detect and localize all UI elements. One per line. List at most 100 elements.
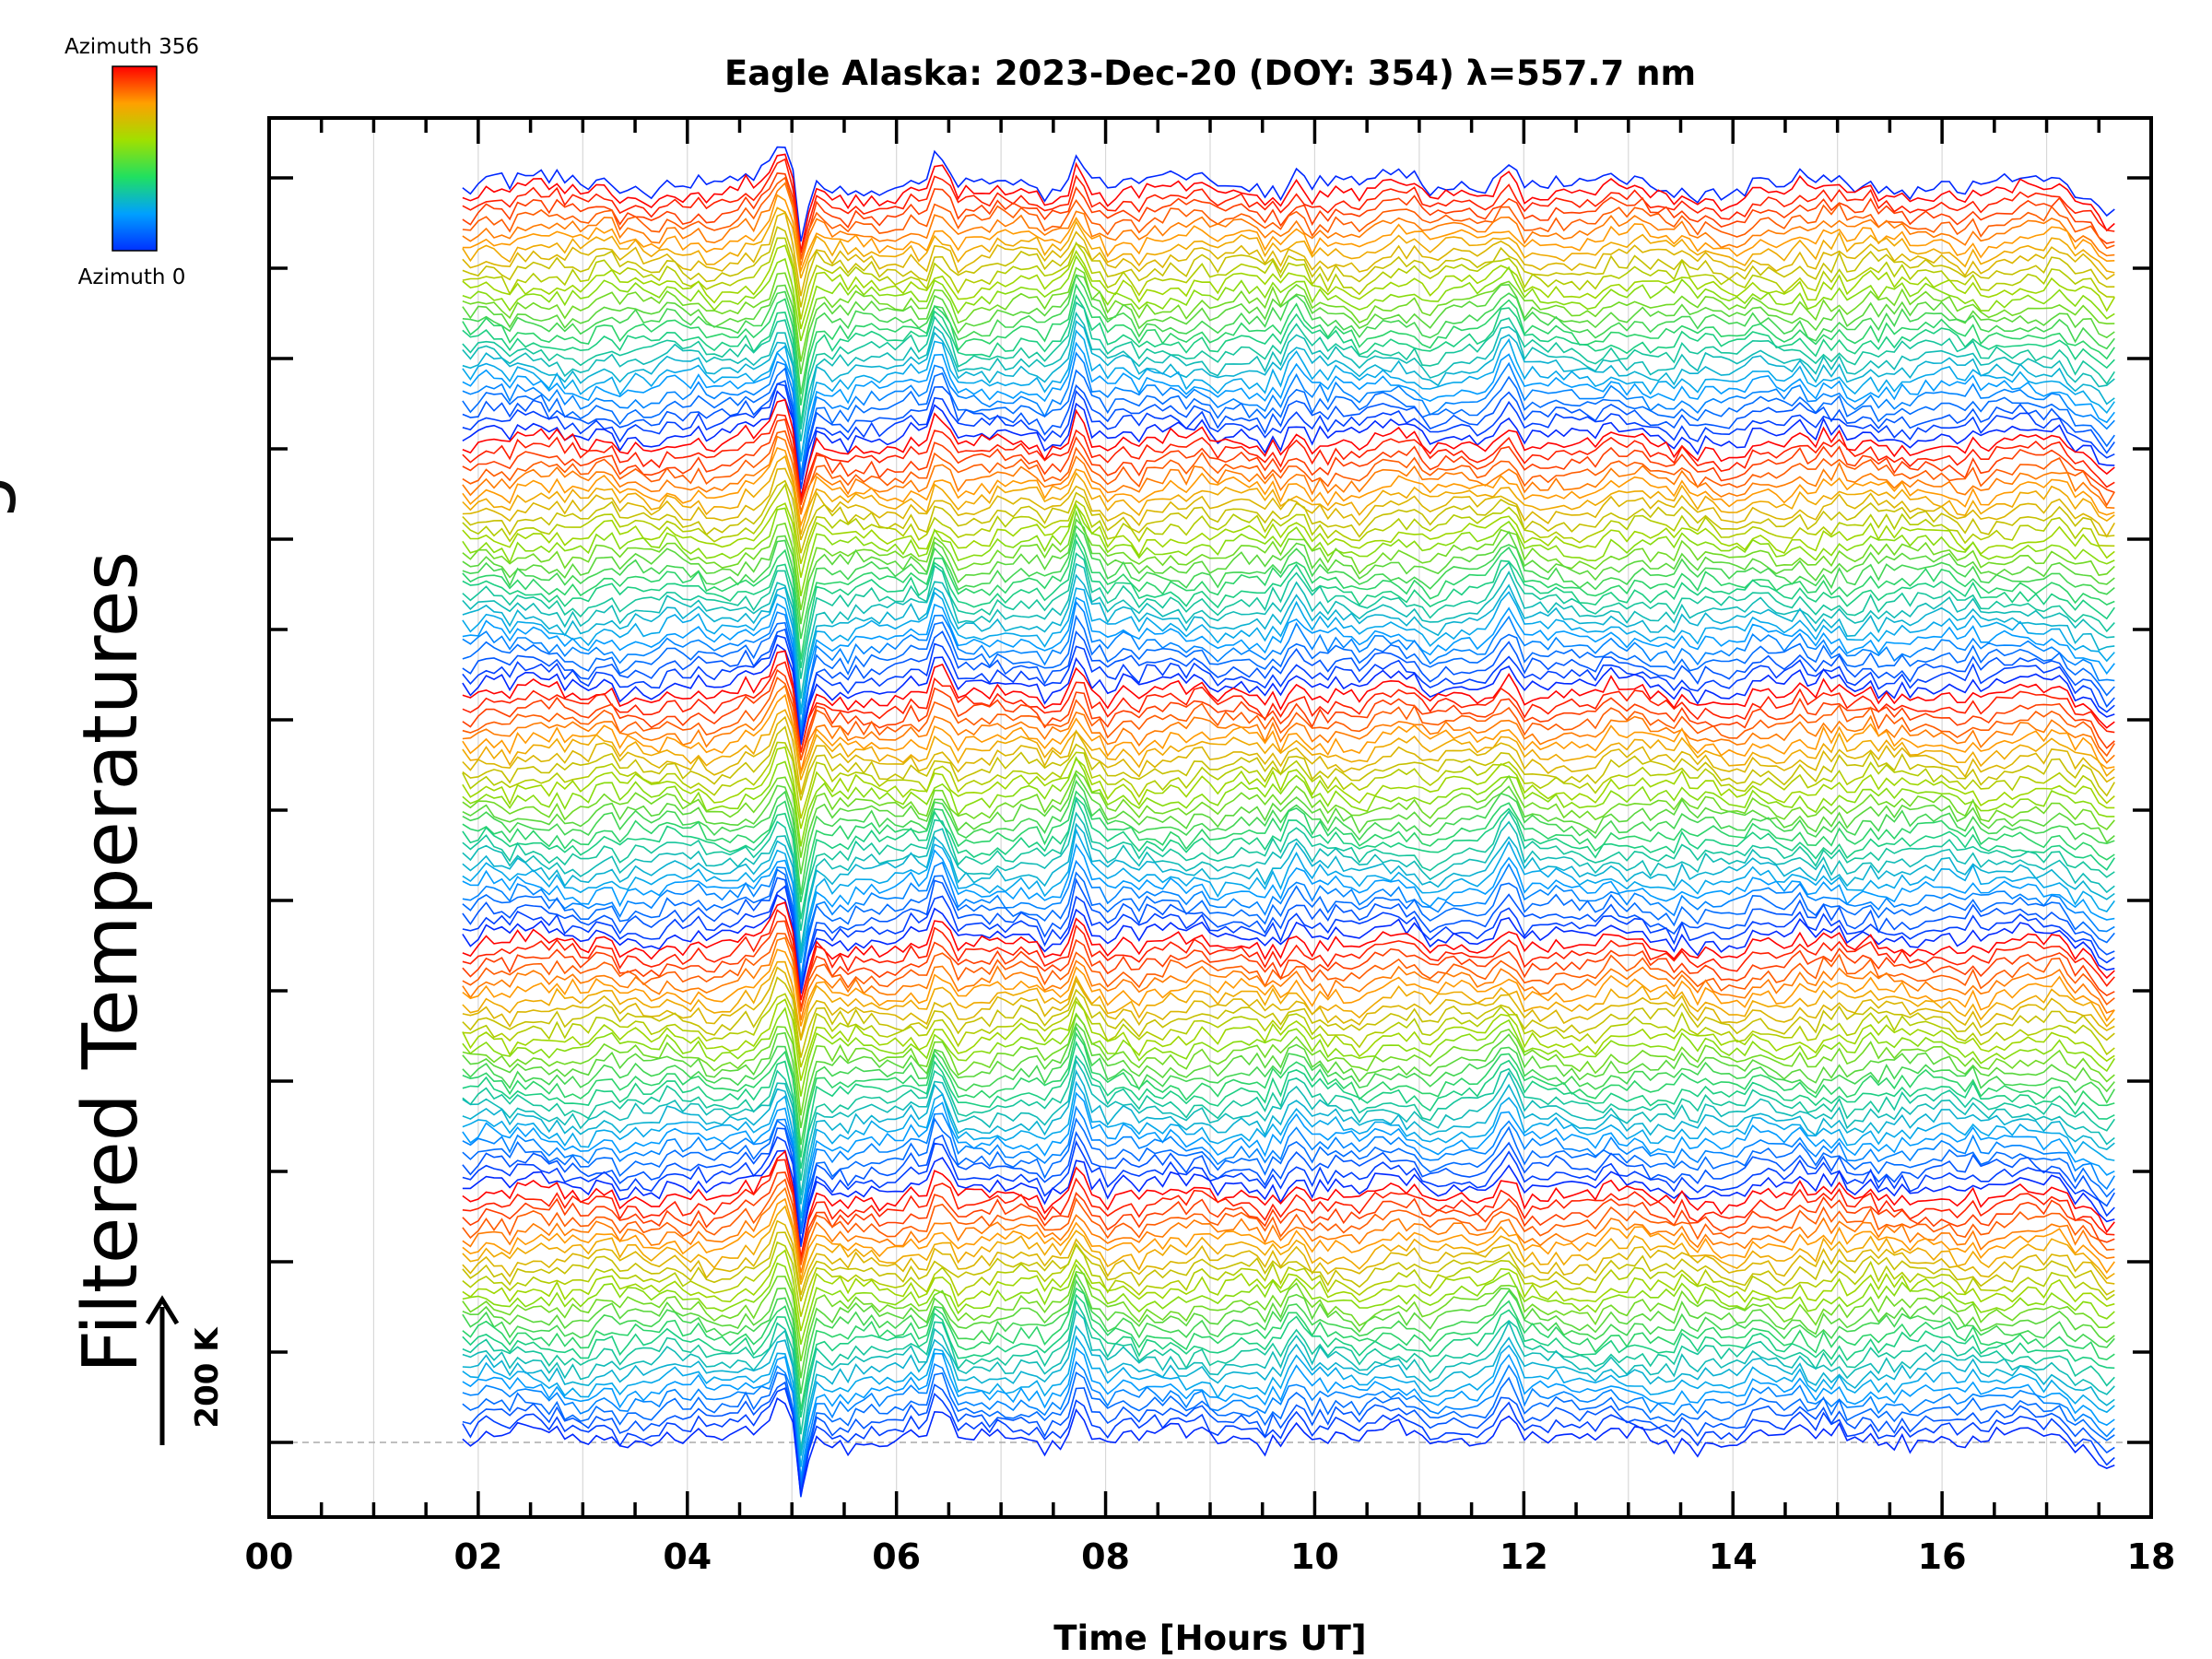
series-line bbox=[462, 1041, 2115, 1170]
series-line bbox=[462, 741, 2115, 819]
series-line bbox=[462, 1091, 2115, 1229]
series-line bbox=[462, 993, 2115, 1068]
series-line bbox=[462, 668, 2115, 760]
x-tick-label: 08 bbox=[1081, 1536, 1130, 1577]
series-line bbox=[462, 936, 2115, 1021]
series-line bbox=[462, 226, 2115, 308]
series-line bbox=[462, 158, 2115, 253]
series-line bbox=[462, 614, 2115, 740]
x-tick-label: 16 bbox=[1918, 1536, 1967, 1577]
x-tick-label: 14 bbox=[1709, 1536, 1758, 1577]
series-line bbox=[462, 1219, 2115, 1296]
series-line bbox=[462, 502, 2115, 578]
series-line bbox=[462, 796, 2115, 920]
series-line bbox=[462, 146, 2115, 242]
colorbar-bottom-label: Azimuth 0 bbox=[78, 265, 186, 289]
series-line bbox=[462, 1287, 2115, 1411]
series-line bbox=[462, 1054, 2115, 1182]
series-line bbox=[462, 1171, 2115, 1263]
series-line bbox=[462, 1022, 2115, 1129]
series-line bbox=[462, 502, 2115, 596]
series-line bbox=[462, 1387, 2115, 1498]
series-line bbox=[462, 320, 2115, 460]
series-line bbox=[462, 446, 2115, 528]
series-line bbox=[462, 552, 2115, 679]
series-line bbox=[462, 1178, 2115, 1265]
colorbar: Azimuth 356 Azimuth 0 bbox=[65, 35, 199, 289]
series-line bbox=[462, 274, 2115, 394]
series-line bbox=[462, 573, 2115, 712]
series-line bbox=[462, 1149, 2115, 1258]
series-line bbox=[462, 684, 2115, 772]
series-line bbox=[462, 885, 2115, 990]
series-line bbox=[462, 661, 2115, 753]
series-line bbox=[462, 435, 2115, 515]
series-line bbox=[462, 932, 2115, 1012]
series-line bbox=[462, 1006, 2115, 1097]
series-line bbox=[462, 976, 2115, 1058]
series-line bbox=[462, 351, 2115, 477]
x-tick-label: 00 bbox=[245, 1536, 294, 1577]
series-line bbox=[462, 1025, 2115, 1146]
series-line bbox=[462, 1381, 2115, 1490]
series-line bbox=[462, 1299, 2115, 1435]
series-line bbox=[462, 709, 2115, 781]
series-line bbox=[462, 920, 2115, 1012]
series-line bbox=[462, 901, 2115, 1001]
series-line bbox=[462, 341, 2115, 476]
series-line bbox=[462, 182, 2115, 266]
series-line bbox=[462, 893, 2115, 994]
series-line bbox=[462, 153, 2115, 253]
series-line bbox=[462, 1335, 2115, 1467]
series-line bbox=[462, 634, 2115, 746]
series-line bbox=[462, 725, 2115, 801]
scale-bar: 200 K bbox=[145, 1295, 226, 1445]
series-group bbox=[462, 146, 2115, 1498]
series-line bbox=[462, 948, 2115, 1027]
series-line bbox=[462, 467, 2115, 541]
series-line bbox=[462, 293, 2115, 424]
series-line bbox=[462, 1149, 2115, 1244]
series-line bbox=[462, 1186, 2115, 1274]
series-line bbox=[462, 390, 2115, 498]
series-line bbox=[462, 300, 2115, 430]
series-line bbox=[462, 1105, 2115, 1230]
x-tick-label: 06 bbox=[872, 1536, 921, 1577]
series-line bbox=[462, 966, 2115, 1041]
series-line bbox=[462, 380, 2115, 489]
series-line bbox=[462, 266, 2115, 362]
series-line bbox=[462, 509, 2115, 611]
series-line bbox=[462, 1270, 2115, 1361]
series-line bbox=[462, 454, 2115, 535]
series-line bbox=[462, 650, 2115, 753]
series-line bbox=[462, 1396, 2115, 1496]
series-line bbox=[462, 1293, 2115, 1418]
x-tick-label: 04 bbox=[663, 1536, 712, 1577]
series-line bbox=[462, 382, 2115, 488]
series-line bbox=[462, 756, 2115, 847]
series-line bbox=[462, 329, 2115, 462]
series-line bbox=[462, 1310, 2115, 1451]
series-line bbox=[462, 960, 2115, 1039]
series-line bbox=[462, 790, 2115, 902]
series-line bbox=[462, 429, 2115, 512]
series-line bbox=[462, 1197, 2115, 1280]
series-line bbox=[462, 1371, 2115, 1487]
series-line bbox=[462, 1031, 2115, 1158]
series-line bbox=[462, 587, 2115, 715]
x-tick-labels: 00 02 04 06 08 10 12 14 16 18 bbox=[245, 1536, 2176, 1577]
series-line bbox=[462, 206, 2115, 279]
series-line bbox=[462, 1013, 2115, 1116]
x-tick-label: 12 bbox=[1500, 1536, 1548, 1577]
series-line bbox=[462, 877, 2115, 989]
series-line bbox=[462, 1127, 2115, 1245]
scale-bar-label: 200 K bbox=[189, 1326, 226, 1429]
x-tick-label: 02 bbox=[453, 1536, 502, 1577]
series-line bbox=[462, 1278, 2115, 1394]
series-line bbox=[462, 998, 2115, 1081]
series-line bbox=[462, 367, 2115, 480]
series-line bbox=[462, 414, 2115, 503]
series-line bbox=[462, 693, 2115, 777]
series-line bbox=[462, 842, 2115, 980]
